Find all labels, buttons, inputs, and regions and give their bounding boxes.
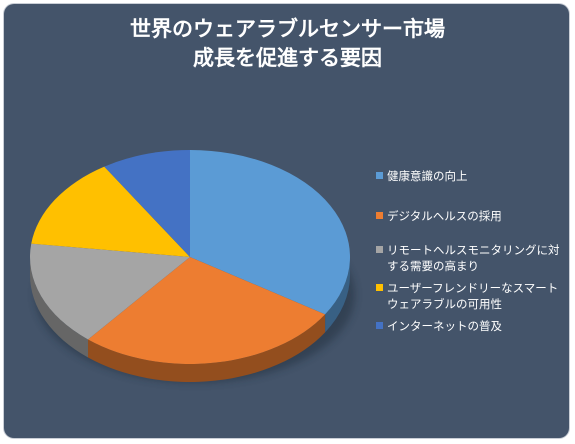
legend-label-2: デジタルヘルスの採用 xyxy=(387,209,502,223)
pie-slice-1 xyxy=(190,150,350,315)
pie-slice-side-3 xyxy=(30,257,89,358)
legend-label-3: リモートヘルスモニタリングに対する需要の高まり xyxy=(387,243,560,273)
chart-title-line-2: 成長を促進する要因 xyxy=(193,46,382,70)
pie-slice-side-1 xyxy=(325,257,350,333)
legend-swatch-2 xyxy=(376,212,383,219)
chart-title-line-1: 世界のウェアラブルセンサー市場 xyxy=(130,17,445,41)
pie-sides xyxy=(30,257,350,382)
legend-label-5: インターネットの普及 xyxy=(387,319,502,333)
pie-slice-5 xyxy=(104,150,190,257)
pie-slice-4 xyxy=(31,166,191,257)
pie-slice-side-2 xyxy=(88,314,326,382)
pie-slices xyxy=(29,150,350,364)
chart-title: 世界のウェアラブルセンサー市場 成長を促進する要因 xyxy=(0,15,575,73)
legend-swatch-4 xyxy=(376,284,383,291)
legend-swatch-1 xyxy=(376,172,383,179)
legend-label-1: 健康意識の向上 xyxy=(387,169,468,183)
legend-swatch-5 xyxy=(376,322,383,329)
legend-label-4: ユーザーフレンドリーなスマートウェアラブルの可用性 xyxy=(387,281,559,311)
pie-slice-3 xyxy=(29,243,190,340)
legend-swatch-3 xyxy=(376,246,383,253)
pie-slice-2 xyxy=(88,257,326,364)
